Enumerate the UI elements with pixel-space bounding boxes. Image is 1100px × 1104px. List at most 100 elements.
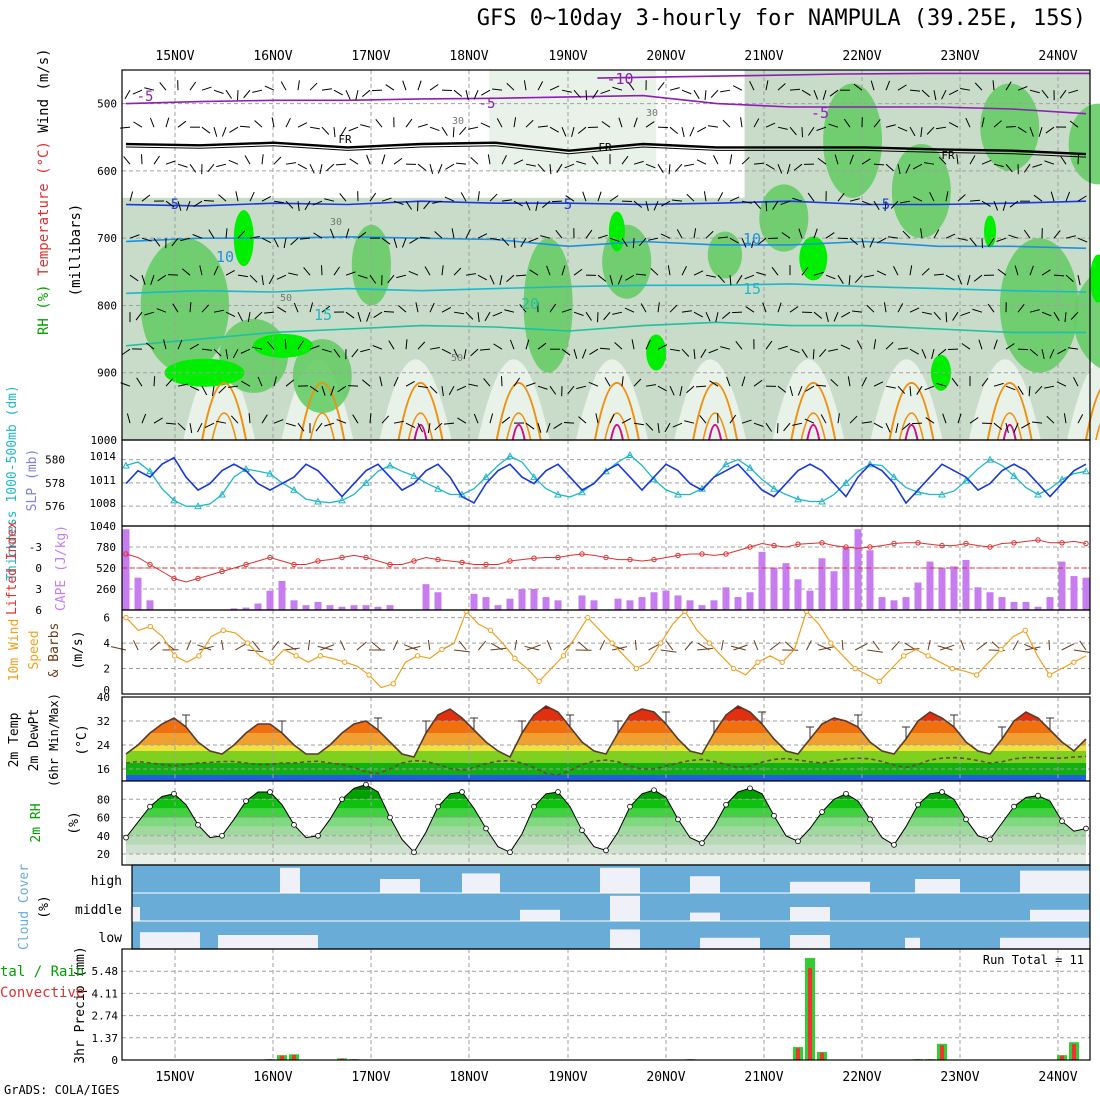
wind-barb-10m: [928, 640, 930, 650]
wind-axis-label: (m/s): [71, 630, 86, 669]
cape-bar: [507, 599, 514, 610]
wind-speed-point: [756, 660, 760, 664]
cloud-clear-gap: [218, 935, 318, 949]
wind-speed-point: [610, 641, 614, 645]
rh-point: [892, 843, 897, 848]
rh-saturated-region: [646, 335, 666, 371]
cape-bar: [531, 589, 538, 610]
wind-barb: [168, 275, 178, 276]
precip-convective-bar: [292, 1055, 296, 1060]
rh-point: [700, 841, 705, 846]
cape-bar: [591, 600, 598, 610]
wind-speed-point: [318, 654, 322, 658]
cape-bar: [639, 597, 646, 610]
wind-speed-point: [974, 673, 978, 677]
wind-axis-label: & Barbs: [47, 623, 62, 678]
rh-saturated-region: [164, 359, 244, 387]
wind-barb: [982, 238, 983, 248]
ylabel-part: [36, 276, 52, 284]
wind-barb: [874, 164, 884, 165]
cloud-clear-gap: [520, 910, 560, 921]
cloud-clear-gap: [462, 873, 500, 893]
wind-barb: [154, 376, 155, 386]
cloud-clear-gap: [280, 868, 300, 893]
wind-speed-point: [537, 679, 541, 683]
wind-barb-10m: [340, 640, 344, 650]
wind-barb-10m: [393, 640, 397, 650]
wind-barb-10m: [524, 646, 539, 650]
cape-bar: [939, 568, 946, 610]
precip-convective-bar: [820, 1053, 824, 1060]
precip-tick-label: 5.48: [92, 965, 119, 978]
wind-barb: [838, 238, 848, 239]
contour-label: -5: [479, 96, 496, 112]
precip-convective-bar: [940, 1045, 944, 1060]
cape-bar: [471, 594, 478, 610]
precip-tick-label: 4.11: [92, 987, 119, 1000]
rh-point: [652, 788, 657, 793]
pressure-tick-label: 500: [97, 98, 117, 111]
precip-convective-bar: [1072, 1044, 1076, 1060]
cape-tick-label: 780: [96, 541, 116, 554]
wind-barb-10m: [515, 640, 517, 650]
rh-point: [580, 828, 585, 833]
cape-bar: [315, 602, 322, 610]
pressure-tick-label: 700: [97, 232, 117, 245]
rh-point: [1060, 819, 1065, 824]
cape-bar: [951, 566, 958, 610]
lifted-tick-label: 0: [35, 562, 42, 575]
cape-bar: [783, 563, 790, 610]
wind-barb: [372, 90, 382, 91]
wind-barb-10m: [661, 650, 677, 652]
pressure-tick-label: 800: [97, 299, 117, 312]
precip-tick-label: 2.74: [92, 1010, 119, 1023]
contour-label: 30: [646, 108, 658, 119]
wind-axis-label: Speed: [27, 630, 42, 669]
wind-speed-point: [1072, 660, 1076, 664]
contour-label: 50: [280, 293, 292, 304]
cape-bar: [795, 579, 802, 610]
wind-barb: [336, 164, 346, 165]
slp-axis-label: SLP (mb): [25, 449, 40, 512]
cloud-clear-gap: [140, 932, 200, 949]
ylabel-part: [36, 133, 52, 141]
temp-band: [122, 697, 1090, 709]
temp-band: [122, 733, 1090, 745]
contour-label: FR: [941, 149, 955, 162]
wind-barb: [453, 127, 454, 137]
wind-barb-10m: [111, 647, 126, 650]
wind-speed-point: [197, 654, 201, 658]
cape-bar: [819, 558, 826, 610]
ylabel-part: Wind (m/s): [36, 48, 52, 132]
wind-barb: [204, 200, 214, 201]
wind-speed-point: [877, 679, 881, 683]
temp-band: [122, 745, 1090, 751]
precip-tick-label: 0: [111, 1054, 118, 1067]
rh-point: [340, 797, 345, 802]
pressure-unit-label: (millibars): [68, 204, 84, 297]
rh-point: [748, 786, 753, 791]
rh-saturated-region: [931, 355, 951, 391]
cape-tick-label: 520: [96, 562, 116, 575]
rh-saturated-region: [609, 211, 625, 251]
wind-barb: [658, 127, 668, 128]
ylabel-part: RH (%): [36, 284, 52, 335]
wind-speed-point: [221, 628, 225, 632]
rh-point: [988, 837, 993, 842]
wind-barb: [348, 386, 358, 387]
rh-point: [1012, 804, 1017, 809]
ylabel-part: Temperature (°C): [36, 141, 52, 276]
temp-tick-label: 40: [97, 691, 110, 704]
wind-speed-point: [367, 673, 371, 677]
cape-bar: [699, 605, 706, 610]
wind-barb: [633, 238, 634, 248]
date-label-bottom: 16NOV: [253, 1070, 292, 1085]
rh-point: [172, 791, 177, 796]
date-label-bottom: 21NOV: [744, 1070, 783, 1085]
wind-barb: [586, 90, 587, 100]
wind-speed-point: [294, 654, 298, 658]
rh-point: [868, 817, 873, 822]
contour-label: 5: [882, 197, 890, 213]
date-label-top: 18NOV: [449, 49, 488, 64]
date-label-bottom: 23NOV: [940, 1070, 979, 1085]
